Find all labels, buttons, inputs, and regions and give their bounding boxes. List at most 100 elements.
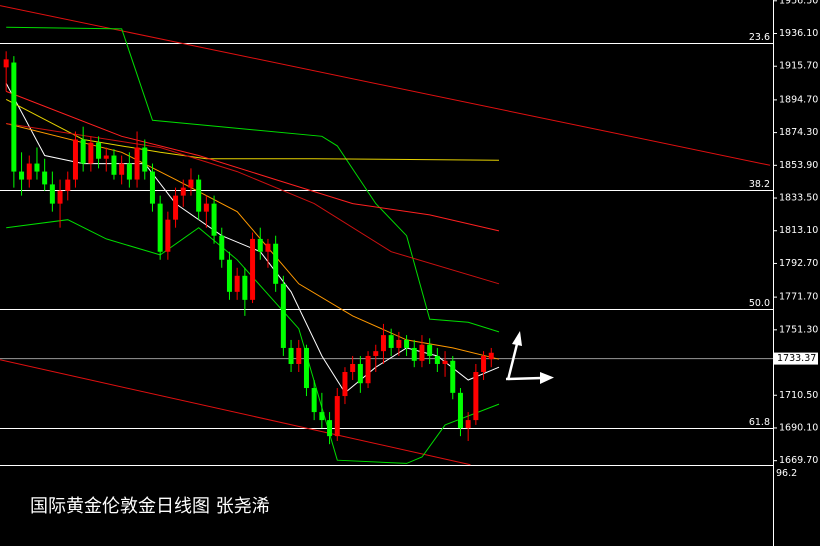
indicator-line: [6, 123, 500, 285]
candle-body: [34, 163, 40, 172]
candle-body: [126, 163, 132, 180]
y-tick-label: 1792.70: [779, 258, 818, 269]
indicator-line: [6, 219, 500, 464]
arrow-head: [540, 372, 554, 384]
candle-body: [103, 155, 109, 159]
fib-label: 23.6: [749, 32, 770, 43]
candle-body: [250, 238, 256, 300]
candle-body: [380, 335, 386, 352]
y-tick-label: 1853.90: [779, 160, 818, 171]
y-tick-label: 1956.50: [779, 0, 818, 6]
candle-body: [473, 372, 479, 421]
candle-body: [365, 355, 371, 384]
candle-body: [26, 163, 32, 180]
candle-body: [19, 171, 25, 180]
candle-body: [234, 275, 240, 292]
candle-body: [488, 352, 494, 360]
y-tick-label: 1833.50: [779, 193, 818, 204]
candle-body: [288, 347, 294, 364]
candle-body: [257, 238, 263, 252]
candle-body: [180, 187, 186, 196]
candle-body: [327, 420, 333, 437]
candle-body: [3, 59, 9, 68]
candle-body: [165, 219, 171, 252]
fib-label: 50.0: [749, 298, 770, 309]
candle-body: [88, 142, 94, 164]
candle-body: [273, 243, 279, 284]
candle-body: [450, 360, 456, 393]
trend-line: [0, 5, 771, 166]
candle-body: [65, 179, 71, 191]
indicator-line: [6, 26, 500, 333]
candle-body: [203, 203, 209, 212]
candle-body: [119, 163, 125, 175]
fib-label: 38.2: [749, 179, 770, 190]
candle-body: [434, 355, 440, 364]
y-tick-label: 1936.10: [779, 28, 818, 39]
candle-body: [111, 155, 117, 175]
candle-body: [149, 171, 155, 204]
indicator-line: [5, 98, 500, 161]
candle-body: [280, 283, 286, 348]
indicator-line: [6, 123, 500, 360]
candle-body: [96, 142, 102, 159]
candle-body: [57, 190, 63, 204]
arrow-up: [506, 343, 519, 381]
indicator-line: [5, 83, 500, 394]
candle-body: [311, 388, 317, 413]
y-tick-label: 1915.70: [779, 61, 818, 72]
candle-body: [427, 344, 433, 356]
candle-body: [142, 147, 148, 172]
caption: 国际黄金伦敦金日线图 张尧浠: [30, 496, 270, 517]
candle-body: [265, 243, 271, 252]
candle-body: [404, 339, 410, 348]
last-price-box: [774, 352, 818, 365]
y-tick-label: 1894.70: [779, 94, 818, 105]
indicator-line: [6, 90, 500, 232]
fib-label: 61.8: [749, 417, 770, 428]
candle-body: [72, 139, 78, 180]
candle-body: [157, 203, 163, 252]
candle-body: [388, 335, 394, 348]
candle-body: [219, 235, 225, 260]
candle-body: [396, 339, 402, 348]
arrow-head: [512, 331, 522, 346]
candle-body: [211, 203, 217, 236]
y-tick-label: 1771.70: [779, 292, 818, 303]
last-price-label: 1733.37: [777, 353, 816, 364]
candle-body: [442, 360, 448, 364]
candle-body: [134, 147, 140, 180]
candle-body: [173, 195, 179, 220]
candle-body: [296, 347, 302, 364]
candle-body: [242, 275, 248, 300]
candle-body: [350, 363, 356, 372]
candle-body: [80, 139, 86, 164]
trend-line: [0, 359, 471, 466]
arrow-right: [505, 376, 543, 381]
candle-body: [226, 259, 232, 292]
plot-layer: 1956.50 1936.10 1915.70 1894.70 1874.30 1853.…: [0, 0, 818, 479]
y-tick-label: 1751.30: [779, 324, 818, 335]
candle-body: [49, 184, 55, 204]
y-tick-label: 1690.10: [779, 422, 818, 433]
candle-body: [334, 396, 340, 437]
candle-body: [342, 372, 348, 397]
candle-body: [188, 179, 194, 188]
candle-body: [303, 347, 309, 389]
y-tick-label: 1669.70: [779, 455, 818, 466]
candle-body: [419, 344, 425, 361]
candle-body: [457, 392, 463, 429]
candle-body: [373, 351, 379, 356]
y-tick-label: 1710.50: [779, 390, 818, 401]
candle-body: [357, 363, 363, 384]
y-tick-label: 1813.10: [779, 225, 818, 236]
fib-label: 96.2: [776, 468, 797, 479]
candle-body: [465, 420, 471, 429]
candle-body: [481, 355, 487, 372]
candle-body: [42, 171, 48, 185]
candle-body: [11, 62, 17, 172]
candle-body: [196, 179, 202, 212]
candle-body: [319, 412, 325, 421]
candle-body: [411, 347, 417, 361]
